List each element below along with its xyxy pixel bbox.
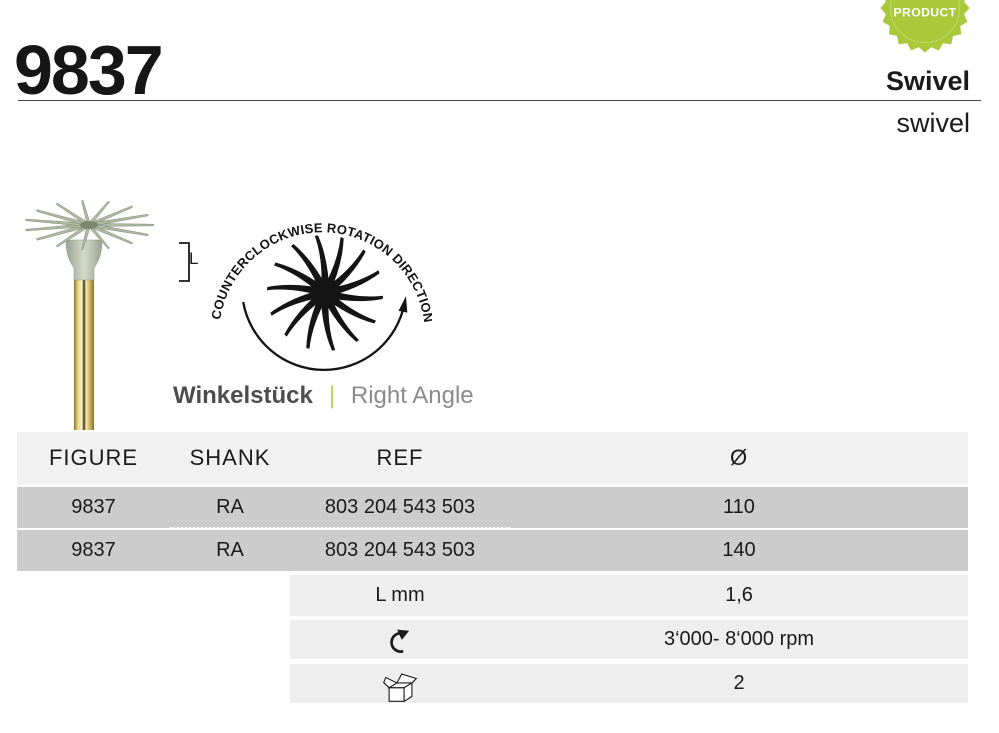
svg-text:PRODUCT: PRODUCT [893,6,956,20]
svg-text:COUNTERCLOCKWISE ROTATION DIRE: COUNTERCLOCKWISE ROTATION DIRECTION [212,220,432,323]
